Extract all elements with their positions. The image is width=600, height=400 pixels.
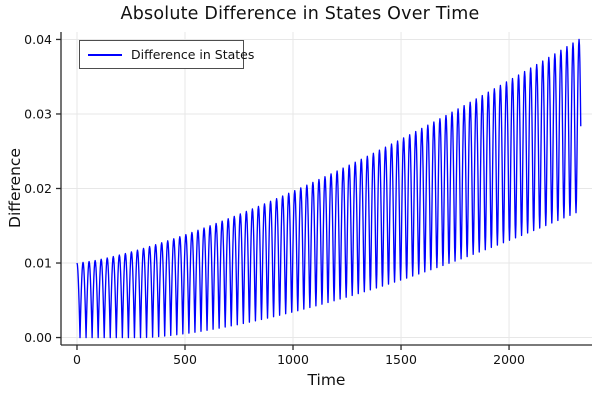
x-tick-label: 1500 — [385, 352, 417, 367]
y-tick-label: 0.02 — [24, 181, 52, 196]
x-tick-label: 2000 — [493, 352, 525, 367]
x-tick-label: 1000 — [277, 352, 309, 367]
legend-line-sample-icon — [88, 53, 122, 56]
y-tick-label: 0.01 — [24, 256, 52, 271]
legend: Difference in States — [79, 40, 254, 69]
y-tick-label: 0.04 — [24, 32, 52, 47]
y-tick-label: 0.00 — [24, 330, 52, 345]
x-axis-label: Time — [307, 371, 346, 389]
x-tick-label: 0 — [73, 352, 81, 367]
legend-label: Difference in States — [131, 47, 255, 62]
chart-title: Absolute Difference in States Over Time — [120, 4, 480, 24]
x-tick-label: 500 — [173, 352, 197, 367]
y-axis-label: Difference — [6, 148, 24, 228]
y-tick-label: 0.03 — [24, 106, 52, 121]
difference-line-series — [76, 38, 582, 339]
